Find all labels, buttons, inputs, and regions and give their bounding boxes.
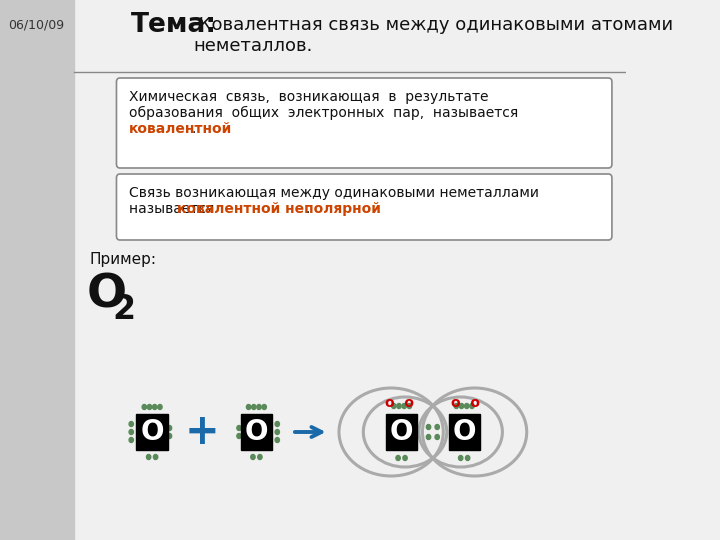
Circle shape bbox=[402, 403, 406, 408]
Text: образования  общих  электронных  пар,  называется: образования общих электронных пар, назыв… bbox=[129, 106, 518, 120]
Circle shape bbox=[397, 403, 401, 408]
Circle shape bbox=[454, 403, 459, 408]
Circle shape bbox=[275, 429, 279, 435]
Text: Химическая  связь,  возникающая  в  результате: Химическая связь, возникающая в результа… bbox=[129, 90, 488, 104]
Text: O: O bbox=[390, 418, 413, 446]
Text: +: + bbox=[184, 411, 219, 453]
Circle shape bbox=[396, 456, 400, 461]
Text: Ковалентная связь между одинаковыми атомами
неметаллов.: Ковалентная связь между одинаковыми атом… bbox=[193, 16, 673, 55]
Circle shape bbox=[167, 434, 171, 438]
Circle shape bbox=[251, 455, 255, 460]
Circle shape bbox=[258, 455, 262, 460]
Circle shape bbox=[275, 437, 279, 442]
Circle shape bbox=[465, 456, 470, 461]
Text: Связь возникающая между одинаковыми неметаллами: Связь возникающая между одинаковыми неме… bbox=[129, 186, 539, 200]
Circle shape bbox=[392, 403, 396, 408]
Circle shape bbox=[403, 456, 408, 461]
Text: o  o: o o bbox=[451, 396, 480, 410]
Circle shape bbox=[262, 404, 266, 409]
Circle shape bbox=[146, 455, 150, 460]
FancyBboxPatch shape bbox=[117, 78, 612, 168]
Bar bbox=[240, 414, 272, 450]
Circle shape bbox=[459, 456, 463, 461]
Text: O: O bbox=[452, 418, 476, 446]
Text: 2: 2 bbox=[112, 293, 135, 326]
Text: .: . bbox=[306, 202, 310, 216]
Circle shape bbox=[129, 422, 133, 427]
Circle shape bbox=[251, 404, 256, 409]
Text: .: . bbox=[192, 122, 196, 136]
Text: называется: называется bbox=[129, 202, 218, 216]
Circle shape bbox=[426, 435, 431, 440]
Circle shape bbox=[470, 403, 474, 408]
Text: o  o: o o bbox=[385, 396, 414, 410]
Text: ковалентной: ковалентной bbox=[129, 122, 232, 136]
Text: O: O bbox=[140, 418, 164, 446]
Circle shape bbox=[459, 403, 464, 408]
Circle shape bbox=[464, 403, 469, 408]
Text: O: O bbox=[245, 418, 268, 446]
Text: Пример:: Пример: bbox=[89, 252, 156, 267]
Bar bbox=[137, 414, 168, 450]
Circle shape bbox=[129, 437, 133, 442]
Text: 06/10/09: 06/10/09 bbox=[9, 18, 65, 31]
Bar bbox=[0, 0, 74, 540]
Circle shape bbox=[237, 434, 241, 438]
Bar bbox=[386, 414, 417, 450]
Circle shape bbox=[435, 435, 439, 440]
Circle shape bbox=[158, 404, 162, 409]
Text: Тема:: Тема: bbox=[130, 12, 217, 38]
Circle shape bbox=[153, 404, 157, 409]
Circle shape bbox=[167, 426, 171, 430]
Circle shape bbox=[237, 426, 241, 430]
Circle shape bbox=[275, 422, 279, 427]
Bar bbox=[449, 414, 480, 450]
Text: ковалентной неполярной: ковалентной неполярной bbox=[177, 202, 381, 216]
Circle shape bbox=[153, 455, 158, 460]
Circle shape bbox=[142, 404, 146, 409]
Text: O: O bbox=[87, 272, 127, 317]
Circle shape bbox=[148, 404, 152, 409]
Circle shape bbox=[129, 429, 133, 435]
Circle shape bbox=[408, 403, 412, 408]
Circle shape bbox=[426, 424, 431, 429]
Circle shape bbox=[257, 404, 261, 409]
Circle shape bbox=[246, 404, 251, 409]
FancyBboxPatch shape bbox=[117, 174, 612, 240]
Circle shape bbox=[435, 424, 439, 429]
